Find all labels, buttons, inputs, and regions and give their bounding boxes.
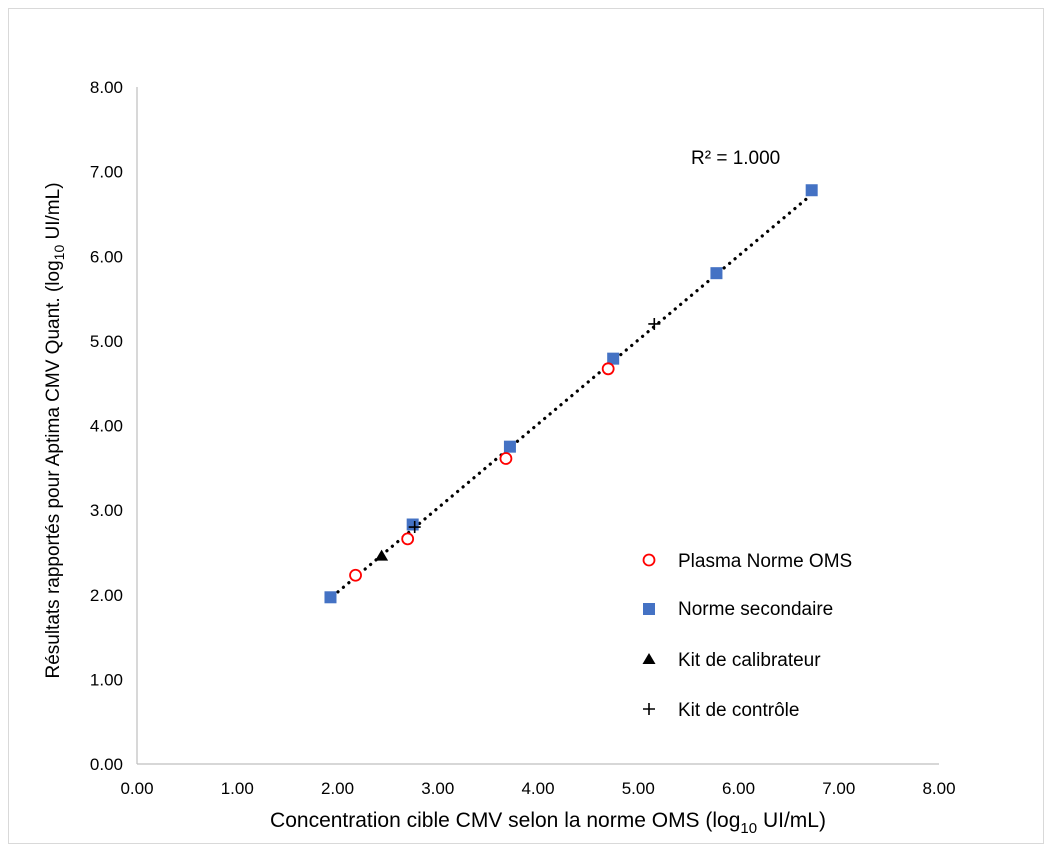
point-norme-secondaire [805, 184, 818, 197]
x-axis-label-prefix: Concentration cible CMV selon la norme O… [270, 809, 740, 832]
legend-label-controle: Kit de contrôle [678, 700, 799, 721]
x-tick-label: 4.00 [521, 779, 554, 798]
x-tick-label: 7.00 [822, 779, 855, 798]
legend-marker-plus [643, 703, 655, 715]
y-tick-label: 2.00 [90, 586, 123, 605]
r-squared-annotation: R² = 1.000 [691, 148, 780, 169]
y-axis-label-suffix: UI/mL) [43, 182, 64, 244]
y-tick-label: 7.00 [90, 163, 123, 182]
y-axis-label-prefix: Résultats rapportés pour Aptima CMV Quan… [43, 260, 64, 678]
y-tick-label: 0.00 [90, 755, 123, 774]
chart-frame: 0.00 1.00 2.00 3.00 4.00 5.00 6.00 7.00 8.00 0.0… [8, 8, 1044, 844]
y-tick-label: 1.00 [90, 670, 123, 689]
x-tick-labels: 0.00 1.00 2.00 3.00 4.00 5.00 6.00 7.00 8.00 [120, 779, 955, 798]
axes [136, 87, 939, 765]
legend-marker-triangle [642, 653, 656, 664]
y-tick-labels: 0.00 1.00 2.00 3.00 4.00 5.00 6.00 7.00 8.00 [90, 78, 123, 774]
x-axis-label: Concentration cible CMV selon la norme O… [270, 809, 826, 837]
point-kit-calibrateur [375, 549, 389, 561]
point-plasma-norme-oms [499, 452, 513, 465]
x-tick-label: 2.00 [321, 779, 354, 798]
x-tick-label: 5.00 [622, 779, 655, 798]
point-plasma-norme-oms [601, 362, 615, 376]
y-axis-label-subscript: 10 [51, 245, 67, 261]
x-tick-label: 8.00 [922, 779, 955, 798]
legend-item-calibrateur: Kit de calibrateur [642, 650, 821, 671]
legend-item-secondaire: Norme secondaire [643, 599, 833, 620]
x-tick-label: 6.00 [722, 779, 755, 798]
data-points [324, 184, 818, 604]
x-axis-label-suffix: UI/mL) [757, 809, 826, 832]
legend-label-secondaire: Norme secondaire [678, 599, 833, 620]
point-kit-controle [648, 317, 661, 330]
point-norme-secondaire [710, 267, 723, 280]
scatter-chart: 0.00 1.00 2.00 3.00 4.00 5.00 6.00 7.00 8.00 0.0… [43, 78, 956, 837]
trendline [330, 193, 813, 599]
legend-marker-circle [642, 553, 656, 567]
legend-marker-square [643, 603, 655, 615]
legend-item-plasma: Plasma Norme OMS [642, 551, 852, 572]
y-tick-label: 3.00 [90, 501, 123, 520]
point-norme-secondaire [607, 352, 620, 365]
trendline-dotted [330, 193, 813, 599]
y-tick-label: 6.00 [90, 247, 123, 266]
point-norme-secondaire [503, 440, 516, 453]
x-tick-label: 1.00 [221, 779, 254, 798]
point-norme-secondaire [406, 518, 419, 531]
point-plasma-norme-oms [401, 532, 415, 546]
legend: Plasma Norme OMS Norme secondaire Kit de… [642, 551, 852, 721]
legend-label-calibrateur: Kit de calibrateur [678, 650, 821, 671]
x-tick-label: 0.00 [120, 779, 153, 798]
point-plasma-norme-oms [349, 568, 362, 582]
point-kit-controle [408, 521, 421, 534]
point-norme-secondaire [324, 591, 337, 604]
y-tick-label: 8.00 [90, 78, 123, 97]
legend-label-plasma: Plasma Norme OMS [678, 551, 852, 572]
y-tick-label: 4.00 [90, 417, 123, 436]
x-tick-label: 3.00 [421, 779, 454, 798]
x-axis-label-subscript: 10 [740, 820, 757, 837]
legend-item-controle: Kit de contrôle [643, 700, 799, 721]
y-axis-label: Résultats rapportés pour Aptima CMV Quan… [43, 182, 67, 678]
y-tick-label: 5.00 [90, 332, 123, 351]
